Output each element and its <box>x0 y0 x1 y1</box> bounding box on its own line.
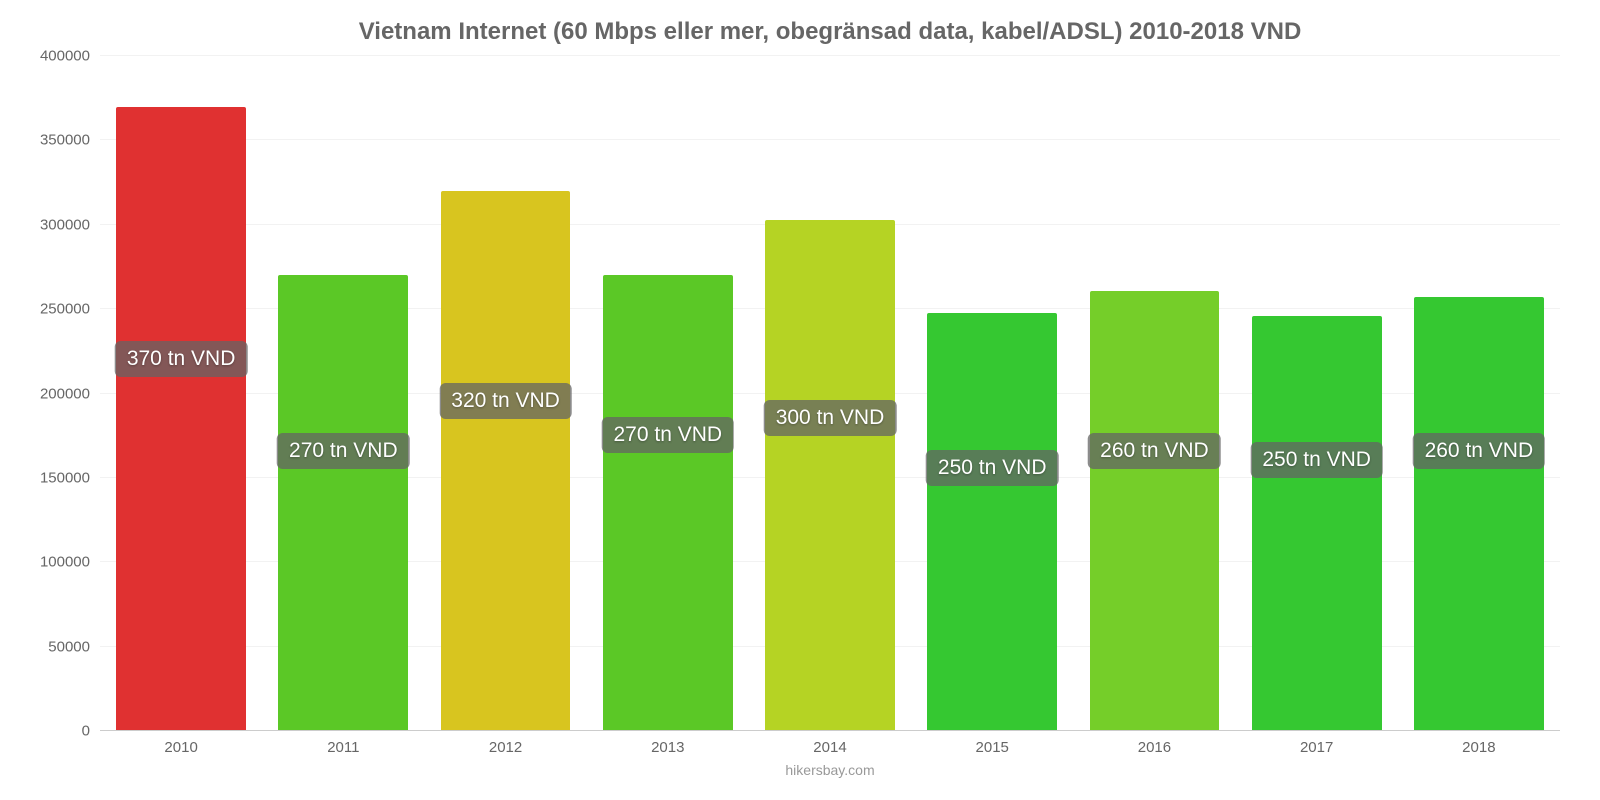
x-tick-label: 2011 <box>262 739 424 756</box>
bar <box>116 107 246 731</box>
data-label: 320 tn VND <box>439 383 572 419</box>
y-tick-label: 0 <box>82 723 90 740</box>
x-axis-labels: 201020112012201320142015201620172018 <box>100 739 1560 756</box>
y-tick-label: 200000 <box>40 385 90 402</box>
data-label: 260 tn VND <box>1088 433 1221 469</box>
data-label: 260 tn VND <box>1413 433 1546 469</box>
x-tick-label: 2010 <box>100 739 262 756</box>
bar-column: 270 tn VND <box>587 56 749 731</box>
x-tick-label: 2018 <box>1398 739 1560 756</box>
bar <box>1414 297 1544 731</box>
x-tick-label: 2016 <box>1073 739 1235 756</box>
bar <box>765 220 895 731</box>
y-tick-label: 300000 <box>40 216 90 233</box>
chart-container: Vietnam Internet (60 Mbps eller mer, obe… <box>0 0 1600 800</box>
bar <box>441 191 571 731</box>
plot-area: 370 tn VND 270 tn VND 320 tn VND 270 tn VND… <box>100 56 1560 731</box>
data-label: 270 tn VND <box>601 417 734 453</box>
bars-group: 370 tn VND 270 tn VND 320 tn VND 270 tn VND… <box>100 56 1560 731</box>
chart-title: Vietnam Internet (60 Mbps eller mer, obe… <box>100 18 1560 46</box>
bar-column: 320 tn VND <box>424 56 586 731</box>
y-tick-label: 400000 <box>40 48 90 65</box>
bar <box>603 275 733 731</box>
data-label: 370 tn VND <box>115 341 248 377</box>
attribution: hikersbay.com <box>100 762 1560 778</box>
y-tick-label: 250000 <box>40 301 90 318</box>
y-tick-label: 350000 <box>40 132 90 149</box>
bar-column: 250 tn VND <box>1236 56 1398 731</box>
data-label: 250 tn VND <box>1250 442 1383 478</box>
bar <box>1090 291 1220 731</box>
bar-column: 300 tn VND <box>749 56 911 731</box>
data-label: 270 tn VND <box>277 433 410 469</box>
x-tick-label: 2013 <box>587 739 749 756</box>
bar-column: 250 tn VND <box>911 56 1073 731</box>
data-label: 250 tn VND <box>926 450 1059 486</box>
y-tick-label: 150000 <box>40 469 90 486</box>
bar <box>278 275 408 731</box>
data-label: 300 tn VND <box>764 400 897 436</box>
x-tick-label: 2014 <box>749 739 911 756</box>
x-tick-label: 2012 <box>424 739 586 756</box>
x-tick-label: 2015 <box>911 739 1073 756</box>
bar-column: 370 tn VND <box>100 56 262 731</box>
x-axis-line <box>100 730 1560 731</box>
y-tick-label: 100000 <box>40 554 90 571</box>
bar-column: 260 tn VND <box>1398 56 1560 731</box>
bar-column: 260 tn VND <box>1073 56 1235 731</box>
bar-column: 270 tn VND <box>262 56 424 731</box>
x-tick-label: 2017 <box>1236 739 1398 756</box>
y-tick-label: 50000 <box>48 638 90 655</box>
bar <box>1252 316 1382 731</box>
bar <box>927 313 1057 732</box>
